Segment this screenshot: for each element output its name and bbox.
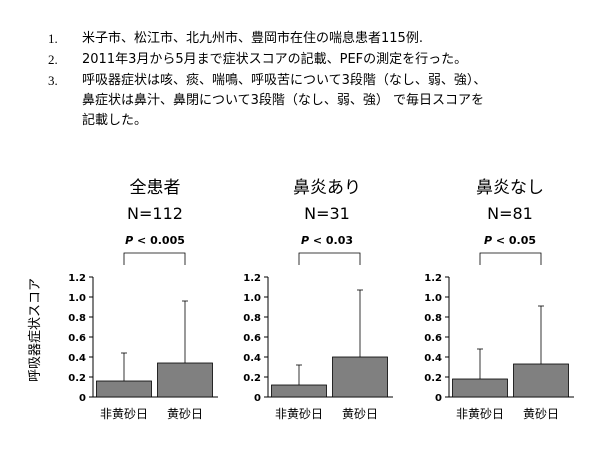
y-tick-label: 0: [254, 393, 261, 404]
p-value-label: P < 0.05: [484, 234, 536, 247]
note-text: 2011年3月から5月まで症状スコアの記載、PEFの測定を行った。: [82, 52, 468, 67]
y-tick-label: 0.6: [243, 333, 261, 344]
y-tick-label: 0.6: [68, 333, 86, 344]
chart-title: 鼻炎なし: [476, 178, 544, 198]
p-value-text: < 0.005: [137, 234, 185, 247]
p-value-symbol: P: [484, 234, 496, 247]
note-number: 3.: [48, 73, 58, 88]
y-tick-label: 0.2: [243, 373, 261, 384]
bar: [332, 356, 388, 398]
note-text: 米子市、松江市、北九州市、豊岡市在住の喘息患者115例.: [82, 31, 423, 46]
bar: [452, 378, 508, 398]
y-tick-label: 1.0: [243, 293, 261, 304]
chart-subtitle: N=112: [127, 204, 183, 223]
note-text: 鼻症状は鼻汁、鼻閉について3段階（なし、弱、強） で毎日スコアを: [82, 93, 485, 108]
y-tick-label: 1.2: [424, 273, 442, 284]
note-text: 呼吸器症状は咳、痰、喘鳴、呼吸苦について3段階（なし、弱、強）、: [82, 73, 487, 88]
y-tick-label: 0.4: [424, 353, 442, 364]
bar: [96, 380, 152, 398]
y-tick-label: 0.2: [424, 373, 442, 384]
y-axis-label: 呼吸器症状スコア: [28, 278, 43, 382]
p-value-label: P < 0.03: [301, 234, 353, 247]
bar: [157, 362, 213, 398]
p-value-label: P < 0.005: [125, 234, 185, 247]
bar: [271, 384, 327, 398]
note-text: 記載した。: [82, 113, 148, 128]
x-tick-label: 黄砂日: [523, 407, 559, 421]
x-tick-label: 非黄砂日: [275, 407, 323, 421]
x-tick-label: 非黄砂日: [456, 407, 504, 421]
y-tick-label: 1.2: [243, 273, 261, 284]
y-tick-label: 0.8: [68, 313, 86, 324]
y-tick-label: 0.8: [424, 313, 442, 324]
chart-subtitle: N=81: [487, 204, 533, 223]
p-value-text: < 0.03: [313, 234, 353, 247]
x-tick-label: 非黄砂日: [100, 407, 148, 421]
y-tick-label: 1.2: [68, 273, 86, 284]
y-tick-label: 0.4: [68, 353, 86, 364]
note-number: 2.: [48, 52, 58, 67]
y-tick-label: 0.6: [424, 333, 442, 344]
x-tick-label: 黄砂日: [167, 407, 203, 421]
significance-bracket: [123, 252, 186, 265]
p-value-symbol: P: [301, 234, 313, 247]
y-tick-label: 0.2: [68, 373, 86, 384]
y-tick-label: 0.8: [243, 313, 261, 324]
x-tick-label: 黄砂日: [342, 407, 378, 421]
y-tick-label: 0: [435, 393, 442, 404]
chart-title: 全患者: [130, 178, 181, 198]
chart-subtitle: N=31: [304, 204, 350, 223]
bar: [513, 363, 569, 398]
y-tick-label: 1.0: [424, 293, 442, 304]
p-value-text: < 0.05: [496, 234, 536, 247]
y-tick-label: 0: [79, 393, 86, 404]
y-tick-label: 0.4: [243, 353, 261, 364]
notes-list: 1. 米子市、松江市、北九州市、豊岡市在住の喘息患者115例. 2. 2011年…: [0, 0, 600, 140]
significance-bracket: [479, 252, 542, 265]
y-tick-label: 1.0: [68, 293, 86, 304]
chart-title: 鼻炎あり: [293, 178, 361, 198]
significance-bracket: [298, 252, 361, 265]
p-value-symbol: P: [125, 234, 137, 247]
note-number: 1.: [48, 31, 58, 46]
